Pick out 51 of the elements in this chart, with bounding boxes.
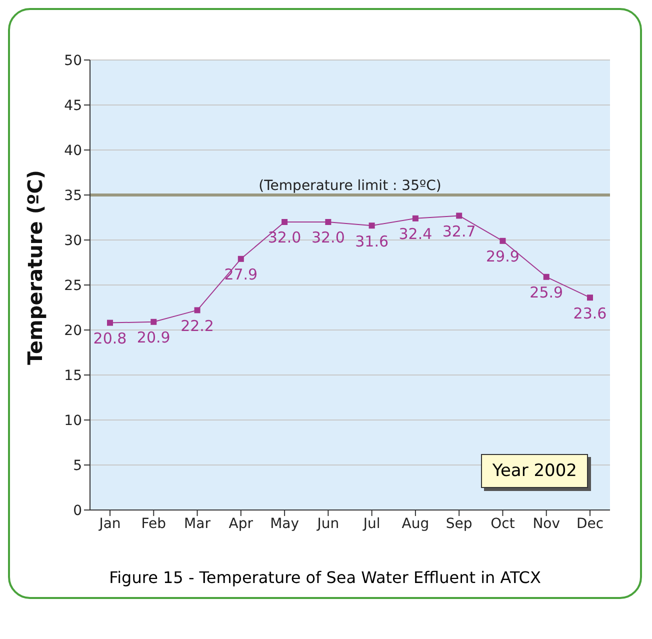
x-tick-label: Sep: [446, 516, 472, 532]
annotation: Year 2002: [481, 454, 588, 488]
x-tick-label: May: [270, 516, 300, 532]
x-tick-label: Oct: [490, 516, 516, 532]
point: [107, 320, 113, 326]
point: [238, 256, 244, 262]
data-label: 31.6: [355, 232, 389, 250]
data-label: 23.6: [573, 304, 607, 322]
data-label: 32.0: [268, 228, 302, 247]
point: [543, 274, 550, 280]
x-tick-label: Jul: [362, 516, 380, 532]
data-label: 32.7: [442, 222, 476, 240]
point: [412, 215, 418, 222]
y-tick-label: 45: [64, 98, 82, 114]
data-label: 22.2: [180, 316, 214, 335]
data-label: 20.8: [93, 329, 127, 348]
point: [587, 294, 593, 301]
point: [500, 238, 506, 244]
y-tick-label: 40: [64, 142, 82, 159]
x-tick-label: Dec: [576, 516, 604, 532]
y-tick-label: 50: [64, 52, 82, 69]
data-label: 32.0: [311, 228, 345, 247]
y-tick-label: 30: [64, 232, 82, 249]
point: [282, 219, 288, 225]
data-label: 29.9: [486, 248, 520, 266]
y-tick-label: 35: [64, 188, 82, 204]
y-tick-label: 20: [64, 322, 82, 339]
x-tick-label: Feb: [141, 516, 166, 532]
y-tick-label: 0: [73, 502, 82, 519]
y-axis-title: Temperature (ºC): [23, 170, 48, 365]
data-label: 20.9: [136, 328, 170, 347]
data-label: 25.9: [530, 284, 564, 302]
y-tick-label: 10: [64, 412, 82, 429]
data-label: 32.4: [398, 225, 432, 244]
ref-line-label: (Temperature limit : 35ºC): [258, 178, 442, 194]
x-tick-label: Nov: [532, 516, 560, 532]
y-tick-label: 5: [73, 458, 82, 474]
x-tick-label: Aug: [402, 516, 430, 532]
x-tick-label: Mar: [184, 516, 211, 532]
x-tick-label: Jun: [316, 516, 340, 532]
point: [325, 219, 332, 225]
point: [194, 307, 200, 314]
x-tick-label: Apr: [228, 516, 254, 532]
caption: Figure 15 - Temperature of Sea Water Effluent in ATCX: [108, 568, 542, 587]
y-tick-label: 15: [64, 368, 82, 384]
point: [150, 318, 157, 325]
point: [456, 212, 462, 219]
point: [368, 222, 375, 229]
data-label: 27.9: [224, 266, 258, 284]
y-tick-label: 25: [64, 278, 82, 294]
x-tick-label: Jan: [98, 516, 121, 532]
